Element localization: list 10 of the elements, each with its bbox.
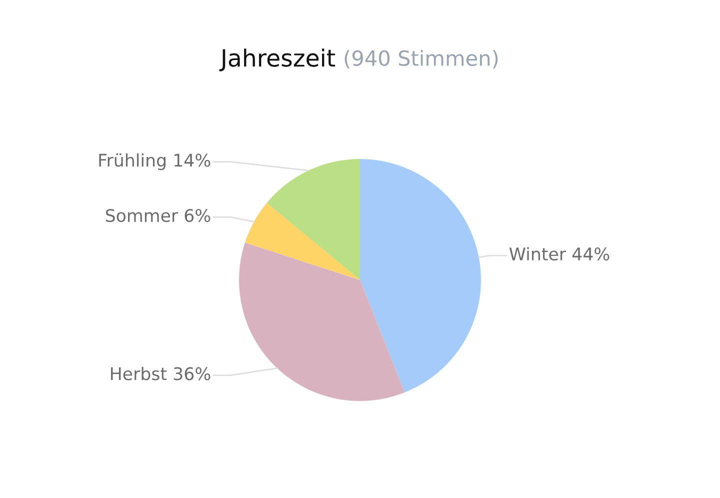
pie-slice <box>244 202 360 280</box>
chart-subtitle: (940 Stimmen) <box>344 50 498 68</box>
slice-label: Frühling 14% <box>99 153 210 170</box>
pie-slice <box>239 242 405 401</box>
slice-label: Herbst 36% <box>111 366 210 380</box>
chart-title: Jahreszeit <box>219 48 336 72</box>
pie-slice <box>266 159 360 280</box>
slice-label: Winter 44% <box>509 247 610 261</box>
slice-label: Sommer 6% <box>106 208 210 222</box>
pie-slice <box>360 159 481 393</box>
